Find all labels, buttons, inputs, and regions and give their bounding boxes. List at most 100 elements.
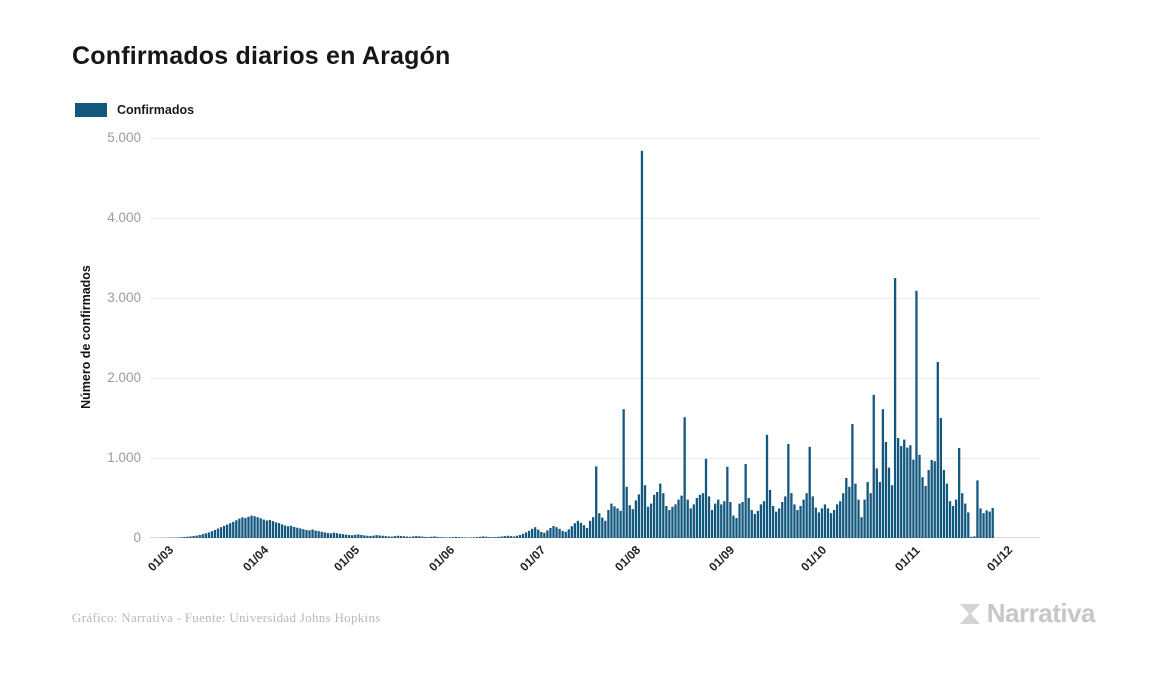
bar[interactable]	[793, 504, 796, 538]
bar[interactable]	[665, 506, 668, 538]
bar[interactable]	[344, 534, 348, 538]
bar[interactable]	[961, 493, 964, 538]
bar[interactable]	[942, 470, 946, 538]
bar[interactable]	[637, 494, 641, 538]
bar[interactable]	[619, 510, 622, 538]
bar[interactable]	[738, 503, 741, 538]
bar[interactable]	[351, 535, 354, 538]
bar[interactable]	[329, 533, 332, 538]
bar[interactable]	[527, 530, 531, 538]
bar[interactable]	[915, 290, 918, 538]
bar[interactable]	[555, 527, 558, 538]
bar[interactable]	[512, 536, 515, 538]
bar[interactable]	[845, 478, 848, 538]
bar[interactable]	[503, 536, 506, 538]
bar[interactable]	[832, 510, 836, 538]
bar[interactable]	[683, 417, 686, 538]
bar[interactable]	[582, 525, 586, 538]
bar[interactable]	[186, 536, 189, 538]
bar[interactable]	[491, 537, 494, 538]
bar[interactable]	[787, 444, 790, 538]
bar[interactable]	[256, 517, 259, 538]
bar[interactable]	[326, 533, 329, 538]
bar[interactable]	[927, 470, 930, 538]
bar[interactable]	[412, 536, 415, 538]
bar[interactable]	[707, 496, 711, 538]
bar[interactable]	[872, 394, 875, 538]
bar[interactable]	[460, 537, 464, 538]
bar[interactable]	[195, 535, 198, 538]
bar[interactable]	[607, 510, 610, 538]
bar[interactable]	[662, 493, 665, 538]
bar[interactable]	[732, 515, 735, 538]
bar[interactable]	[354, 534, 357, 538]
bar[interactable]	[280, 524, 284, 538]
bar[interactable]	[823, 504, 827, 538]
bar[interactable]	[671, 506, 674, 538]
bar[interactable]	[616, 508, 619, 538]
bar[interactable]	[613, 506, 616, 538]
bar[interactable]	[433, 536, 436, 538]
bar[interactable]	[945, 483, 949, 538]
bar[interactable]	[485, 536, 488, 538]
bar[interactable]	[399, 536, 403, 538]
bar[interactable]	[756, 510, 759, 538]
bar[interactable]	[814, 507, 817, 538]
bar[interactable]	[534, 527, 537, 538]
bar[interactable]	[656, 492, 659, 538]
bar[interactable]	[805, 493, 808, 538]
bar[interactable]	[717, 499, 720, 538]
bar[interactable]	[958, 448, 961, 538]
bar[interactable]	[863, 499, 866, 538]
bar[interactable]	[549, 528, 552, 538]
bar[interactable]	[967, 512, 970, 538]
bar[interactable]	[860, 517, 863, 538]
bar[interactable]	[903, 439, 906, 538]
bar[interactable]	[649, 503, 653, 538]
bar[interactable]	[933, 461, 936, 538]
bar[interactable]	[973, 536, 976, 538]
bar[interactable]	[180, 537, 183, 538]
bar[interactable]	[439, 537, 442, 538]
bar[interactable]	[546, 530, 549, 538]
bar[interactable]	[936, 362, 939, 538]
bar[interactable]	[393, 536, 397, 538]
bar[interactable]	[820, 508, 824, 538]
bar[interactable]	[634, 500, 637, 538]
bar[interactable]	[762, 501, 766, 538]
bar[interactable]	[900, 446, 903, 538]
bar[interactable]	[848, 486, 851, 538]
bar[interactable]	[537, 529, 540, 538]
bar[interactable]	[768, 490, 772, 538]
bar[interactable]	[235, 520, 238, 538]
bar[interactable]	[775, 511, 778, 538]
bar[interactable]	[192, 536, 195, 538]
bar[interactable]	[405, 536, 409, 538]
bar[interactable]	[854, 483, 857, 538]
bar[interactable]	[287, 526, 290, 538]
bar[interactable]	[988, 511, 991, 538]
bar[interactable]	[540, 532, 543, 538]
bar[interactable]	[875, 468, 878, 538]
bar[interactable]	[482, 536, 485, 538]
bar[interactable]	[921, 477, 924, 538]
bar[interactable]	[363, 535, 366, 538]
bar[interactable]	[692, 504, 695, 538]
bar[interactable]	[741, 502, 744, 538]
bar[interactable]	[930, 460, 933, 538]
bar[interactable]	[454, 536, 458, 538]
bar[interactable]	[348, 534, 351, 538]
bar[interactable]	[726, 466, 729, 538]
bar[interactable]	[646, 506, 650, 538]
bar[interactable]	[808, 446, 811, 538]
bar[interactable]	[839, 501, 842, 538]
bar[interactable]	[427, 537, 430, 538]
bar[interactable]	[552, 526, 555, 538]
bar[interactable]	[409, 536, 412, 538]
bar[interactable]	[338, 533, 342, 538]
bar[interactable]	[219, 527, 223, 538]
bar[interactable]	[558, 528, 561, 538]
bar[interactable]	[381, 535, 384, 538]
bar[interactable]	[341, 534, 345, 538]
bar[interactable]	[262, 519, 265, 538]
